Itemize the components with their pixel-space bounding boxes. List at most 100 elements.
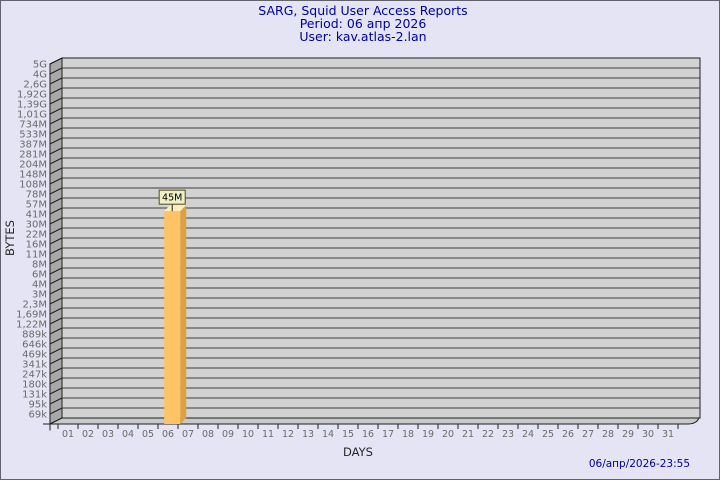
y-tick-label: 41M bbox=[26, 210, 47, 221]
y-tick bbox=[49, 407, 63, 415]
y-tick-label: 57M bbox=[26, 200, 47, 211]
x-tick-label: 11 bbox=[262, 429, 274, 440]
bar-top-face bbox=[164, 205, 187, 212]
x-tick-label: 17 bbox=[382, 429, 394, 440]
y-tick bbox=[49, 387, 63, 395]
x-tick-label: 01 bbox=[62, 429, 74, 440]
y-tick bbox=[49, 167, 63, 175]
x-tick-label: 31 bbox=[662, 429, 674, 440]
y-tick-label: 30M bbox=[26, 220, 47, 231]
y-tick bbox=[49, 137, 63, 145]
y-axis: 5G4G2,6G1,92G1,39G1,01G734M533M387M281M2… bbox=[16, 57, 63, 431]
y-tick-label: 6M bbox=[32, 270, 47, 281]
y-tick-label: 1,69M bbox=[16, 310, 47, 321]
y-tick bbox=[49, 157, 63, 165]
y-tick-label: 2,6G bbox=[23, 80, 47, 91]
x-tick-label: 07 bbox=[182, 429, 194, 440]
x-tick-label: 30 bbox=[642, 429, 654, 440]
y-tick-label: 69k bbox=[28, 410, 47, 421]
bar-value-label: 45M bbox=[162, 193, 182, 204]
x-tick-label: 09 bbox=[222, 429, 234, 440]
y-tick bbox=[49, 187, 63, 195]
y-tick bbox=[49, 77, 63, 85]
x-tick-label: 26 bbox=[562, 429, 574, 440]
x-tick-label: 13 bbox=[302, 429, 314, 440]
y-tick bbox=[49, 227, 63, 235]
x-tick-label: 04 bbox=[122, 429, 134, 440]
x-tick-label: 02 bbox=[82, 429, 94, 440]
y-tick bbox=[49, 357, 63, 365]
x-tick-label: 23 bbox=[502, 429, 514, 440]
y-tick bbox=[49, 397, 63, 405]
bars bbox=[164, 205, 187, 424]
y-tick-label: 341k bbox=[22, 360, 47, 371]
y-tick bbox=[49, 247, 63, 255]
y-tick-label: 5G bbox=[33, 60, 47, 71]
y-tick bbox=[49, 337, 63, 345]
y-tick bbox=[49, 287, 63, 295]
report-user: User: kav.atlas-2.lan bbox=[299, 29, 426, 44]
y-tick bbox=[49, 367, 63, 375]
y-tick bbox=[49, 197, 63, 205]
bar-annotations: 45M bbox=[158, 189, 186, 212]
y-tick bbox=[49, 327, 63, 335]
x-tick-label: 27 bbox=[582, 429, 594, 440]
x-tick-label: 06 bbox=[162, 429, 174, 440]
y-tick-label: 3M bbox=[32, 290, 47, 301]
x-tick-label: 19 bbox=[422, 429, 434, 440]
generation-timestamp: 06/апр/2026-23:55 bbox=[589, 458, 690, 470]
y-tick bbox=[49, 107, 63, 115]
x-tick-label: 12 bbox=[282, 429, 294, 440]
y-axis-title: BYTES bbox=[3, 220, 17, 256]
y-tick-label: 889k bbox=[22, 330, 47, 341]
x-tick-label: 25 bbox=[542, 429, 554, 440]
y-tick bbox=[49, 307, 63, 315]
y-tick bbox=[49, 317, 63, 325]
y-tick-label: 734M bbox=[19, 120, 47, 131]
x-tick-label: 05 bbox=[142, 429, 154, 440]
x-tick-label: 15 bbox=[342, 429, 354, 440]
y-tick-label: 95k bbox=[28, 400, 47, 411]
y-tick bbox=[49, 217, 63, 225]
y-tick bbox=[49, 267, 63, 275]
bar-day-06 bbox=[164, 205, 187, 424]
x-tick-label: 16 bbox=[362, 429, 374, 440]
y-tick bbox=[49, 57, 63, 65]
y-tick bbox=[49, 67, 63, 75]
y-tick-label: 469k bbox=[22, 350, 47, 361]
y-tick-label: 1,22M bbox=[16, 320, 47, 331]
report-period: Period: 06 апр 2026 bbox=[300, 16, 427, 31]
y-tick-label: 2,3M bbox=[22, 300, 47, 311]
y-tick bbox=[49, 277, 63, 285]
bar-front-face bbox=[164, 211, 181, 424]
y-tick-label: 646k bbox=[22, 340, 47, 351]
x-tick-label: 24 bbox=[522, 429, 534, 440]
y-tick-label: 1,92G bbox=[17, 90, 47, 101]
y-tick-label: 387M bbox=[19, 140, 47, 151]
y-tick bbox=[49, 377, 63, 385]
y-tick bbox=[49, 207, 63, 215]
y-tick bbox=[49, 297, 63, 305]
flag-box bbox=[158, 189, 186, 205]
y-tick-label: 131k bbox=[22, 390, 47, 401]
y-tick-label: 281M bbox=[19, 150, 47, 161]
x-tick-label: 18 bbox=[402, 429, 414, 440]
y-tick-label: 533M bbox=[19, 130, 47, 141]
y-tick bbox=[49, 147, 63, 155]
y-tick-label: 78M bbox=[26, 190, 47, 201]
x-tick-label: 20 bbox=[442, 429, 454, 440]
y-tick bbox=[49, 257, 63, 265]
y-tick bbox=[49, 347, 63, 355]
bar-side-face bbox=[180, 205, 187, 424]
y-tick-label: 148M bbox=[19, 170, 47, 181]
x-tick-label: 14 bbox=[322, 429, 334, 440]
y-tick-label: 11M bbox=[26, 250, 47, 261]
y-tick-label: 247k bbox=[22, 370, 47, 381]
x-axis-title: DAYS bbox=[343, 445, 373, 459]
x-axis: 01 02 03 04 05 06 07 08 09 10 11 12 13 14 15 16 17 18 19 20… bbox=[57, 423, 679, 440]
x-tick-label: 03 bbox=[102, 429, 114, 440]
y-tick bbox=[49, 117, 63, 125]
y-tick bbox=[49, 237, 63, 245]
